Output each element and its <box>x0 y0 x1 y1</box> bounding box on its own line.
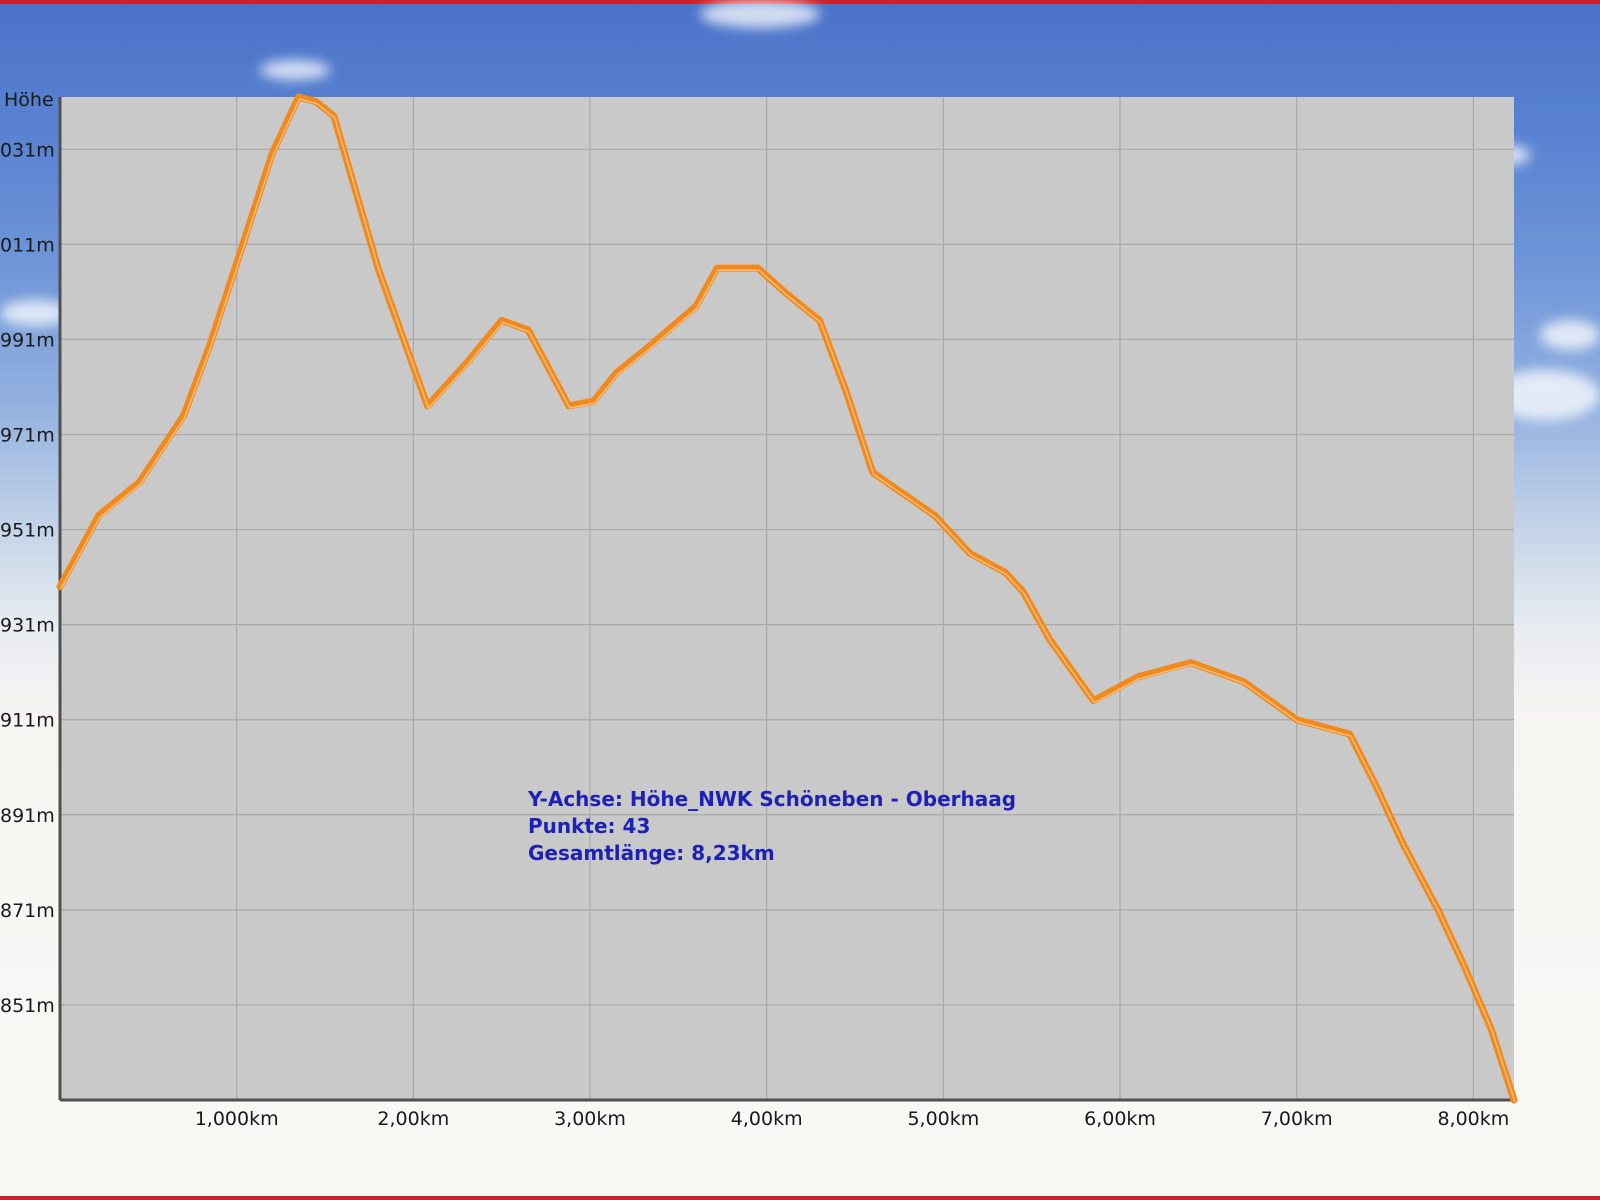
y-tick-labels: 031m 011m 991m 971m 951m 931m 911m 891m 871m 851m <box>0 139 55 1017</box>
y-tick-label: 031m <box>0 139 55 161</box>
cloud-decoration <box>260 60 330 80</box>
axes <box>58 97 1514 1102</box>
x-tick-label: 3,00km <box>554 1108 626 1130</box>
y-tick-label: 851m <box>0 995 55 1017</box>
frame-top-border <box>0 0 1600 4</box>
elevation-line-highlight <box>60 98 1516 1103</box>
series-group <box>56 93 1518 1104</box>
x-tick-label: 6,00km <box>1084 1108 1156 1130</box>
frame-bottom-border <box>0 1196 1600 1200</box>
cloud-decoration <box>700 0 820 28</box>
grid <box>60 97 1514 1100</box>
info-line: Y-Achse: Höhe_NWK Schöneben - Oberhaag <box>527 787 1016 811</box>
y-tick-label: 011m <box>0 234 55 256</box>
info-line: Gesamtlänge: 8,23km <box>528 841 775 865</box>
y-tick-label: 951m <box>0 520 55 542</box>
elevation-line <box>56 93 1518 1104</box>
x-tick-label: 5,00km <box>907 1108 979 1130</box>
y-axis-label: Höhe <box>4 89 54 111</box>
info-line: Punkte: 43 <box>528 814 650 838</box>
x-tick-labels: 1,000km 2,00km 3,00km 4,00km 5,00km 6,00km 7,0… <box>195 1108 1510 1130</box>
x-tick-label: 4,00km <box>731 1108 803 1130</box>
y-tick-label: 891m <box>0 805 55 827</box>
y-tick-label: 971m <box>0 425 55 447</box>
plot-area <box>60 97 1514 1100</box>
x-tick-label: 8,00km <box>1437 1108 1509 1130</box>
x-tick-label: 2,00km <box>377 1108 449 1130</box>
y-tick-label: 871m <box>0 900 55 922</box>
y-tick-label: 931m <box>0 615 55 637</box>
info-box: Y-Achse: Höhe_NWK Schöneben - Oberhaag Pu… <box>527 787 1016 865</box>
cloud-decoration <box>0 300 70 326</box>
y-tick-label: 911m <box>0 710 55 732</box>
y-tick-label: 991m <box>0 329 55 351</box>
x-tick-label: 7,00km <box>1261 1108 1333 1130</box>
x-tick-label: 1,000km <box>195 1108 279 1130</box>
cloud-decoration <box>1540 320 1600 350</box>
